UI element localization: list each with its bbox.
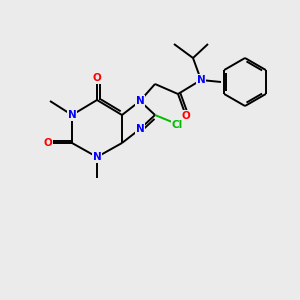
Text: N: N [136,96,144,106]
Text: N: N [136,124,144,134]
Text: N: N [93,152,101,162]
Text: Cl: Cl [171,120,183,130]
Text: N: N [196,75,206,85]
Text: O: O [44,138,52,148]
Text: N: N [68,110,76,120]
Text: O: O [93,73,101,83]
Text: O: O [182,111,190,121]
